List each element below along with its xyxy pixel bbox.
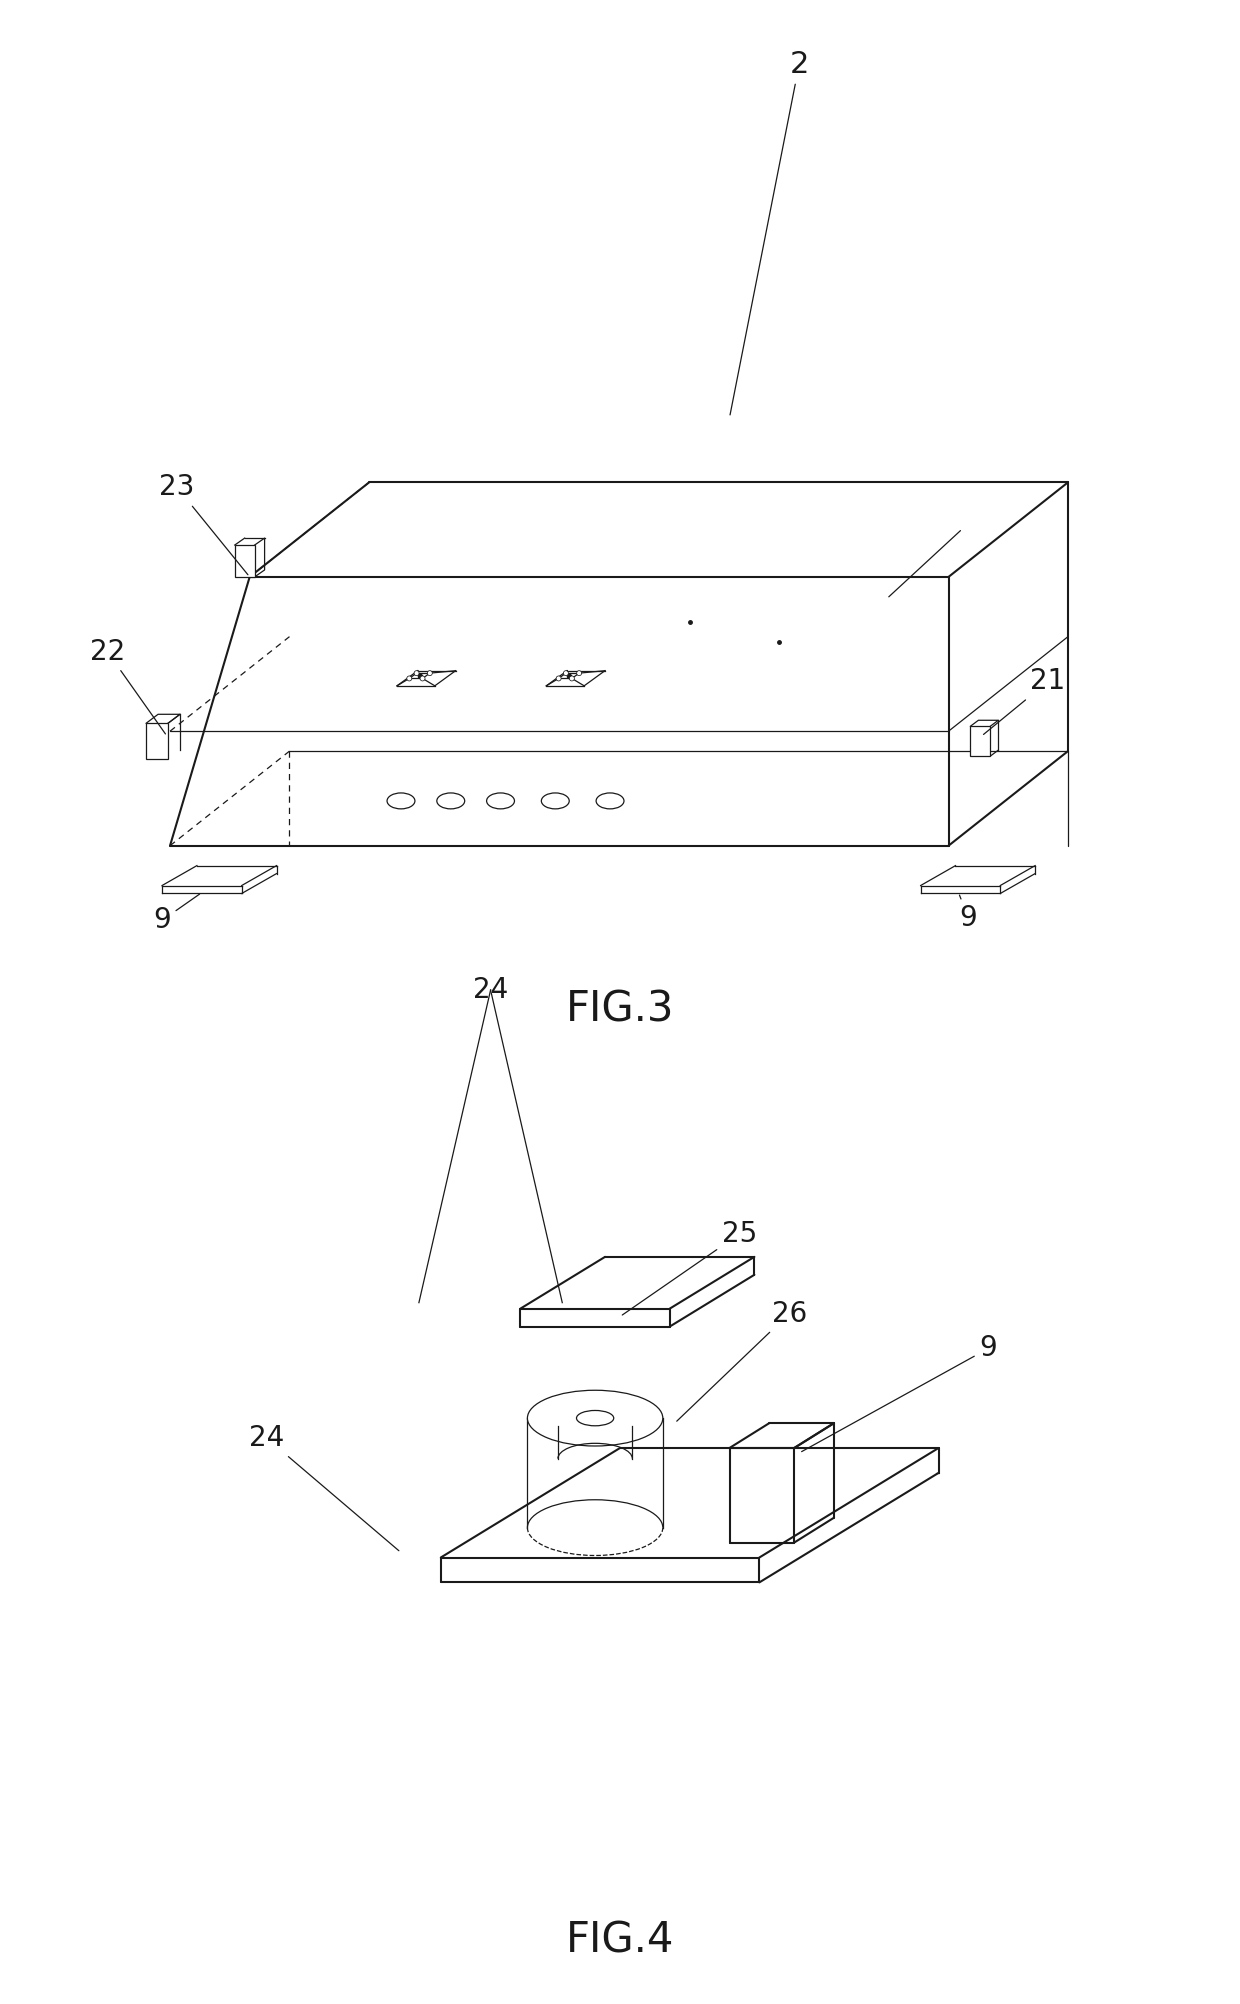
Ellipse shape xyxy=(527,1391,663,1447)
Ellipse shape xyxy=(387,794,415,810)
Text: 24: 24 xyxy=(249,1425,399,1551)
Ellipse shape xyxy=(414,671,419,675)
Ellipse shape xyxy=(428,671,433,675)
Ellipse shape xyxy=(596,794,624,810)
Ellipse shape xyxy=(486,794,515,810)
Ellipse shape xyxy=(542,794,569,810)
Text: 25: 25 xyxy=(622,1220,758,1315)
Bar xyxy=(234,545,254,577)
Ellipse shape xyxy=(577,1411,614,1425)
Text: FIG.4: FIG.4 xyxy=(565,1920,675,1962)
Ellipse shape xyxy=(563,671,568,675)
Text: 9: 9 xyxy=(960,896,977,932)
Text: 24: 24 xyxy=(472,976,508,1004)
Bar xyxy=(146,723,169,760)
Ellipse shape xyxy=(420,675,425,681)
Bar xyxy=(971,725,991,756)
Ellipse shape xyxy=(556,675,562,681)
Text: 26: 26 xyxy=(677,1301,807,1421)
Ellipse shape xyxy=(407,675,412,681)
Text: 9: 9 xyxy=(154,894,200,934)
Ellipse shape xyxy=(569,675,574,681)
Text: 9: 9 xyxy=(801,1335,997,1451)
Text: FIG.3: FIG.3 xyxy=(565,988,675,1030)
Ellipse shape xyxy=(577,671,582,675)
Ellipse shape xyxy=(436,794,465,810)
Text: 21: 21 xyxy=(983,667,1065,733)
Text: 23: 23 xyxy=(159,473,248,575)
Text: 2: 2 xyxy=(730,50,808,415)
Text: 22: 22 xyxy=(89,637,165,733)
